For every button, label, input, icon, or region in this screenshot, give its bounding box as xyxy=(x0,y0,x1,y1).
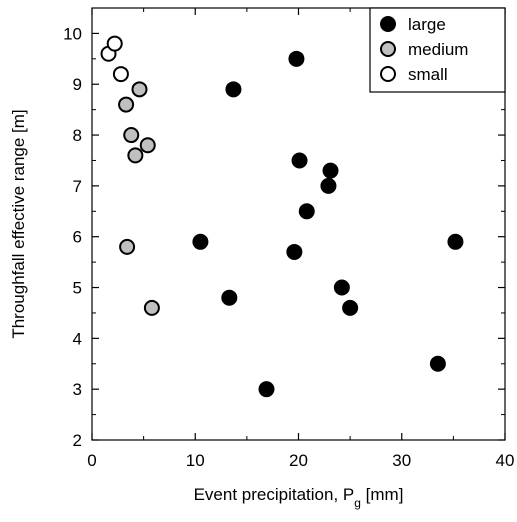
data-point-large xyxy=(225,81,242,98)
y-tick-label: 6 xyxy=(73,228,82,247)
y-tick-label: 8 xyxy=(73,126,82,145)
x-tick-label: 40 xyxy=(496,451,515,470)
data-point-large xyxy=(286,243,303,260)
y-tick-label: 7 xyxy=(73,177,82,196)
x-tick-label: 20 xyxy=(289,451,308,470)
data-point-large xyxy=(320,177,337,194)
data-point-large xyxy=(192,233,209,250)
x-tick-label: 10 xyxy=(186,451,205,470)
data-point-medium xyxy=(139,137,156,154)
data-point-large xyxy=(447,233,464,250)
data-point-large xyxy=(342,299,359,316)
data-point-medium xyxy=(123,127,140,144)
data-point-small xyxy=(112,66,129,83)
axes-layer: 0 10 20 30 40 2 3 4 5 6 7 8 9 10 xyxy=(63,7,515,470)
data-point-medium xyxy=(118,96,135,113)
legend-label-small: small xyxy=(408,65,448,84)
y-tick-label: 9 xyxy=(73,75,82,94)
data-point-large xyxy=(291,152,308,169)
data-point-medium xyxy=(143,299,160,316)
y-tick-label: 2 xyxy=(73,431,82,450)
data-point-small xyxy=(106,35,123,52)
legend-marker-medium xyxy=(380,41,396,57)
legend-marker-large xyxy=(380,16,396,32)
y-tick-label: 3 xyxy=(73,380,82,399)
x-tick-label: 30 xyxy=(392,451,411,470)
x-axis-label: Event precipitation, Pg [mm] xyxy=(194,485,404,510)
data-point-medium xyxy=(119,238,136,255)
axis-labels: Event precipitation, Pg [mm] Throughfall … xyxy=(9,109,403,510)
legend-label-medium: medium xyxy=(408,40,468,59)
data-point-large xyxy=(333,279,350,296)
data-point-large xyxy=(429,355,446,372)
points-layer xyxy=(100,35,464,398)
legend-label-large: large xyxy=(408,15,446,34)
y-tick-label: 5 xyxy=(73,279,82,298)
legend: large medium small xyxy=(369,7,506,93)
data-point-medium xyxy=(131,81,148,98)
data-point-large xyxy=(288,50,305,67)
x-tick-label: 0 xyxy=(87,451,96,470)
y-tick-label: 10 xyxy=(63,24,82,43)
data-point-large xyxy=(298,203,315,220)
data-point-medium xyxy=(127,147,144,164)
y-tick-label: 4 xyxy=(73,329,82,348)
y-axis-label: Throughfall effective range [m] xyxy=(9,109,28,338)
legend-marker-small xyxy=(380,66,396,82)
data-point-large xyxy=(258,381,275,398)
data-point-large xyxy=(322,162,339,179)
data-point-large xyxy=(221,289,238,306)
